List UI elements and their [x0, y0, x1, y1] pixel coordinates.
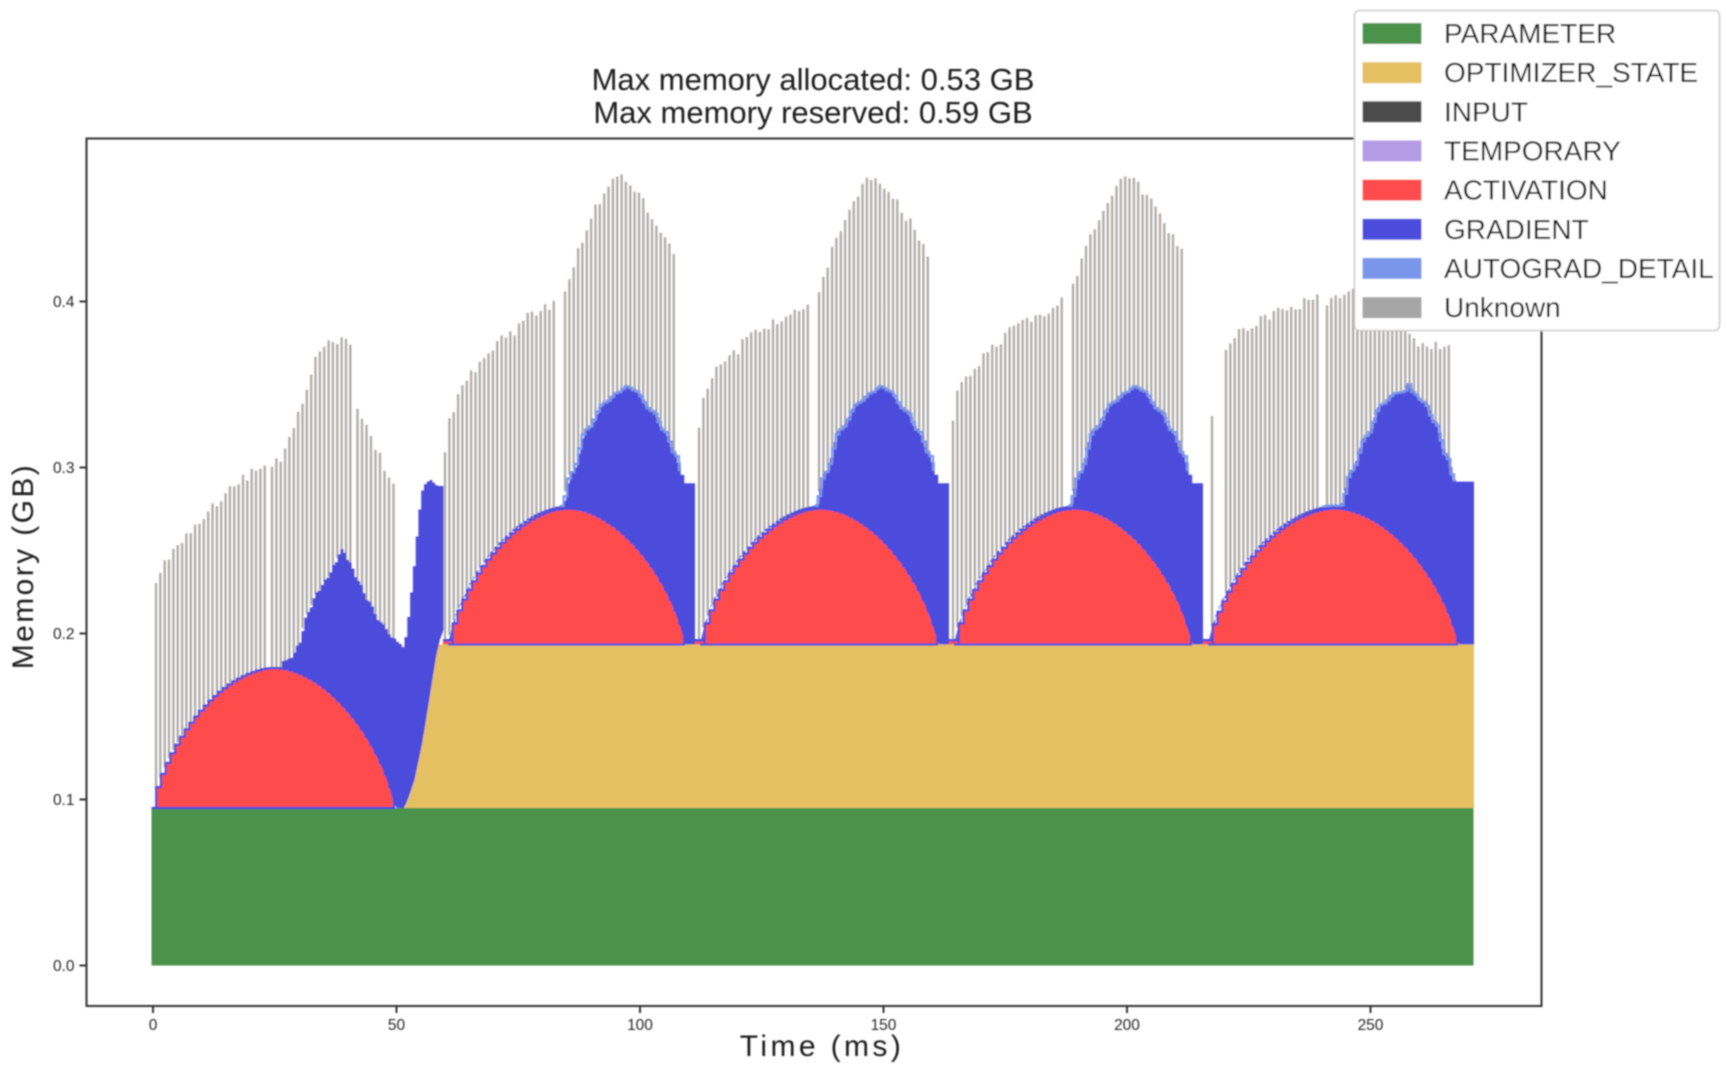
svg-text:150: 150	[871, 1017, 897, 1034]
svg-text:ACTIVATION: ACTIVATION	[1444, 175, 1608, 206]
svg-text:Max memory allocated: 0.53 GB: Max memory allocated: 0.53 GB	[592, 62, 1035, 97]
svg-text:0.4: 0.4	[53, 294, 75, 311]
svg-text:OPTIMIZER_STATE: OPTIMIZER_STATE	[1444, 57, 1698, 88]
svg-text:Unknown: Unknown	[1444, 292, 1561, 323]
svg-text:Max memory reserved: 0.59 GB: Max memory reserved: 0.59 GB	[593, 95, 1032, 130]
svg-text:TEMPORARY: TEMPORARY	[1444, 135, 1621, 166]
svg-text:INPUT: INPUT	[1444, 96, 1528, 127]
svg-text:200: 200	[1114, 1017, 1140, 1034]
svg-text:0.2: 0.2	[53, 626, 75, 643]
svg-text:100: 100	[627, 1017, 653, 1034]
svg-text:Time (ms): Time (ms)	[740, 1030, 904, 1063]
svg-text:PARAMETER: PARAMETER	[1444, 18, 1616, 49]
svg-text:Memory (GB): Memory (GB)	[7, 463, 40, 669]
svg-text:0: 0	[149, 1017, 158, 1034]
svg-text:GRADIENT: GRADIENT	[1444, 214, 1589, 245]
svg-text:AUTOGRAD_DETAIL: AUTOGRAD_DETAIL	[1444, 253, 1714, 284]
svg-text:50: 50	[388, 1017, 406, 1034]
svg-text:0.0: 0.0	[53, 958, 75, 975]
svg-text:0.1: 0.1	[53, 792, 75, 809]
svg-text:0.3: 0.3	[53, 460, 75, 477]
svg-text:250: 250	[1358, 1017, 1384, 1034]
